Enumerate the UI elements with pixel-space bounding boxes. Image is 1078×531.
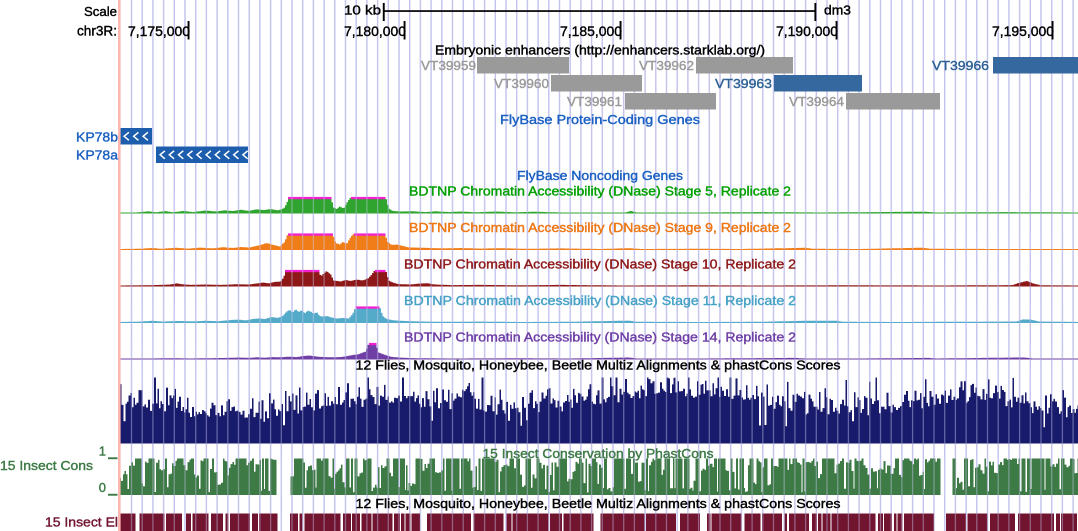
svg-text:FlyBase Protein-Coding Genes: FlyBase Protein-Coding Genes: [500, 112, 701, 127]
svg-text:0: 0: [99, 480, 106, 495]
svg-text:7,180,000: 7,180,000: [344, 23, 406, 39]
svg-text:VT39962: VT39962: [639, 58, 694, 73]
svg-text:10 kb: 10 kb: [344, 3, 381, 18]
svg-text:7,190,000: 7,190,000: [776, 23, 838, 39]
svg-text:KP78a: KP78a: [76, 148, 119, 163]
svg-text:15 Insect Conservation by Phas: 15 Insect Conservation by PhastCons: [483, 446, 715, 461]
svg-text:BDTNP Chromatin Accessibility: BDTNP Chromatin Accessibility (DNase) St…: [404, 257, 796, 272]
svg-text:dm3: dm3: [824, 3, 851, 18]
svg-text:Scale: Scale: [84, 4, 117, 19]
svg-text:VT39964: VT39964: [789, 94, 844, 109]
svg-text:VT39966: VT39966: [932, 58, 989, 73]
svg-text:15 Insect Cons: 15 Insect Cons: [0, 458, 94, 473]
svg-text:15 Insect El: 15 Insect El: [45, 515, 118, 530]
svg-text:BDTNP Chromatin Accessibility: BDTNP Chromatin Accessibility (DNase) St…: [409, 220, 791, 235]
svg-text:VT39961: VT39961: [567, 94, 622, 109]
svg-text:VT39963: VT39963: [715, 76, 772, 91]
svg-text:12 Flies, Mosquito, Honeybee,: 12 Flies, Mosquito, Honeybee, Beetle Mul…: [356, 358, 842, 373]
svg-text:Embryonic enhancers (http://en: Embryonic enhancers (http://enhancers.st…: [435, 43, 765, 58]
svg-text:7,185,000: 7,185,000: [560, 23, 622, 39]
svg-text:VT39960: VT39960: [494, 76, 549, 91]
svg-text:FlyBase Noncoding Genes: FlyBase Noncoding Genes: [517, 168, 684, 183]
svg-text:KP78b: KP78b: [76, 130, 118, 145]
svg-text:BDTNP Chromatin Accessibility: BDTNP Chromatin Accessibility (DNase) St…: [404, 330, 796, 345]
svg-text:chr3R:: chr3R:: [77, 24, 117, 39]
svg-text:BDTNP Chromatin Accessibility: BDTNP Chromatin Accessibility (DNase) St…: [404, 293, 796, 308]
svg-text:VT39959: VT39959: [421, 58, 476, 73]
svg-text:1: 1: [99, 444, 106, 459]
svg-text:7,195,000: 7,195,000: [992, 23, 1054, 39]
svg-text:7,175,000: 7,175,000: [128, 23, 190, 39]
svg-text:BDTNP Chromatin Accessibility: BDTNP Chromatin Accessibility (DNase) St…: [409, 184, 791, 199]
svg-text:12 Flies, Mosquito, Honeybee,: 12 Flies, Mosquito, Honeybee, Beetle Mul…: [356, 496, 842, 511]
